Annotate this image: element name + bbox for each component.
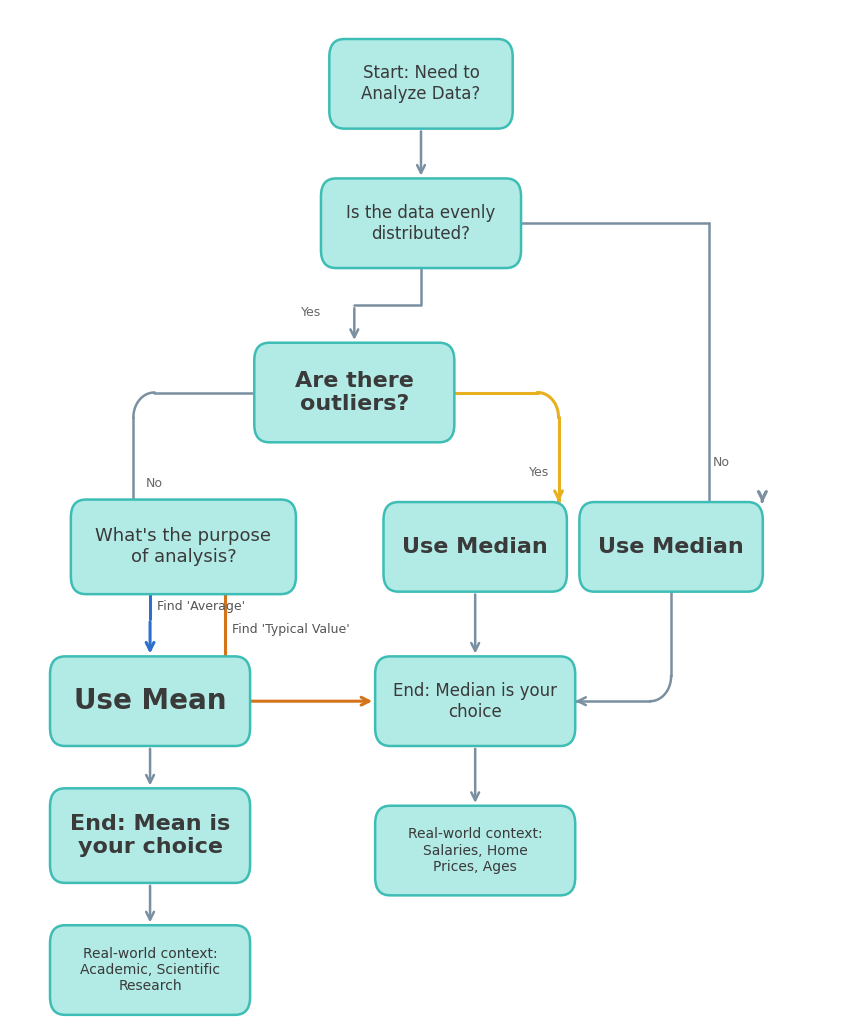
FancyBboxPatch shape [71,500,296,594]
Text: End: Mean is
your choice: End: Mean is your choice [70,814,230,857]
FancyBboxPatch shape [50,788,250,883]
Text: Are there
outliers?: Are there outliers? [295,371,413,414]
Text: No: No [713,456,730,469]
Text: Find 'Average': Find 'Average' [157,600,245,612]
FancyBboxPatch shape [579,502,763,592]
FancyBboxPatch shape [50,926,250,1015]
Text: Use Median: Use Median [598,537,744,557]
Text: Start: Need to
Analyze Data?: Start: Need to Analyze Data? [361,65,481,103]
Text: Yes: Yes [301,306,321,319]
Text: End: Median is your
choice: End: Median is your choice [393,682,557,721]
Text: No: No [146,476,163,489]
Text: Yes: Yes [530,466,550,478]
FancyBboxPatch shape [329,39,513,129]
Text: Use Mean: Use Mean [74,687,226,715]
FancyBboxPatch shape [376,656,575,746]
Text: Real-world context:
Salaries, Home
Prices, Ages: Real-world context: Salaries, Home Price… [408,827,542,873]
Text: What's the purpose
of analysis?: What's the purpose of analysis? [95,527,271,566]
Text: Real-world context:
Academic, Scientific
Research: Real-world context: Academic, Scientific… [80,947,220,993]
FancyBboxPatch shape [321,178,521,268]
FancyBboxPatch shape [376,806,575,895]
Text: Is the data evenly
distributed?: Is the data evenly distributed? [346,204,496,243]
FancyBboxPatch shape [254,343,455,442]
FancyBboxPatch shape [50,656,250,746]
Text: Use Median: Use Median [402,537,548,557]
FancyBboxPatch shape [383,502,567,592]
Text: Find 'Typical Value': Find 'Typical Value' [232,623,349,636]
